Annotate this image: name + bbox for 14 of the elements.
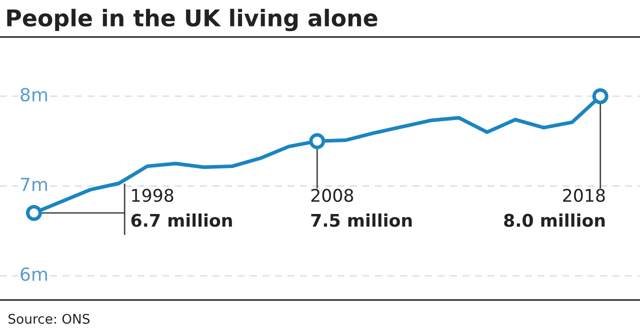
annotation: 8.0 million	[504, 213, 605, 227]
annotation: 2018	[563, 188, 605, 202]
annotation: 2008	[311, 188, 354, 202]
source-note: Source: ONS	[8, 314, 90, 324]
point	[26, 204, 42, 221]
point	[309, 133, 326, 150]
y-tick-label: 7m	[20, 178, 47, 191]
chart-title: People in the UK living alone	[7, 8, 378, 32]
y-tick-label: 6m	[20, 267, 47, 282]
y-tick-label: 8m	[20, 88, 47, 102]
annotation: 7.5 million	[311, 213, 412, 227]
point	[592, 88, 608, 104]
annotation: 1998	[132, 188, 174, 202]
annotation: 6.7 million	[131, 213, 232, 227]
